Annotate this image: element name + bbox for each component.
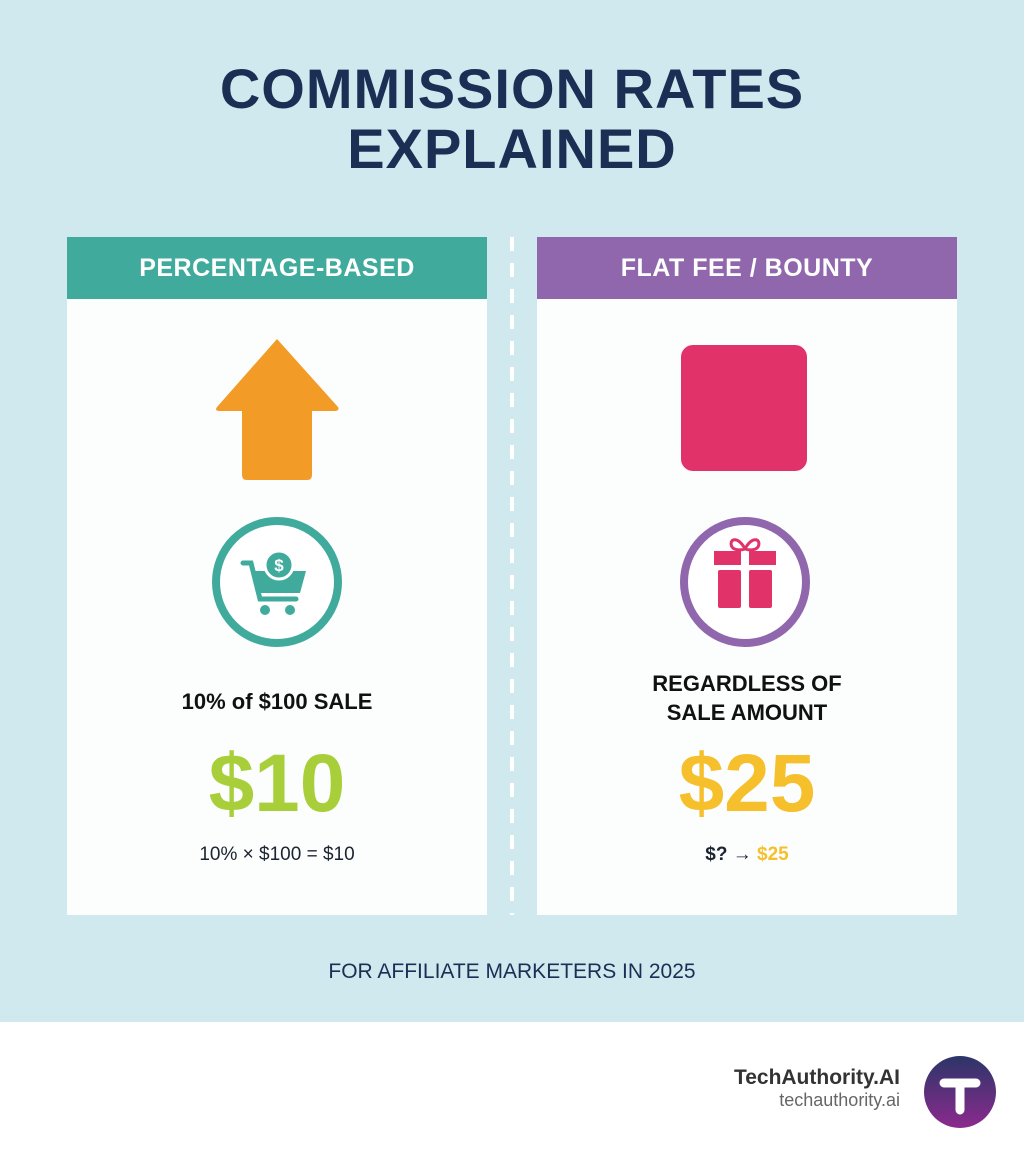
flat-fee-header: FLAT FEE / BOUNTY — [537, 237, 957, 299]
logo-t-icon — [939, 1078, 981, 1115]
percentage-amount: $10 — [208, 738, 346, 829]
dashed-divider — [510, 237, 514, 915]
brand-block: TechAuthority.AI techauthority.ai — [734, 1066, 900, 1111]
percentage-panel: PERCENTAGE-BASED $ 10% of $100 SALE $10 … — [67, 237, 487, 915]
gift-icon — [680, 517, 810, 647]
shopping-cart-dollar-icon: $ — [212, 517, 342, 647]
arrow-up-icon — [216, 339, 339, 480]
brand-name: TechAuthority.AI — [733, 1066, 900, 1089]
subtitle: FOR AFFILIATE MARKETERS IN 2025 — [328, 960, 696, 983]
percentage-header: PERCENTAGE-BASED — [67, 237, 487, 299]
percentage-formula: 10% × $100 = $10 — [199, 844, 355, 865]
title-line-1: COMMISSION RATES — [219, 57, 805, 120]
flat-fee-panel: FLAT FEE / BOUNTY REGARDLESS OF SALE AMO… — [537, 237, 957, 915]
brand-logo — [924, 1056, 996, 1128]
square-icon — [681, 345, 807, 471]
svg-text:$: $ — [274, 556, 284, 575]
percentage-description: 10% of $100 SALE — [181, 689, 373, 714]
title-line-2: EXPLAINED — [347, 117, 677, 180]
flat-fee-amount: $25 — [678, 738, 816, 829]
flat-fee-formula: $? → $25 — [537, 844, 957, 866]
formula-prefix: $? → — [705, 844, 752, 865]
brand-url: techauthority.ai — [779, 1090, 900, 1110]
flat-fee-description-line-1: REGARDLESS OF — [652, 671, 842, 696]
formula-value: $25 — [757, 844, 789, 865]
flat-fee-description-line-2: SALE AMOUNT — [666, 700, 828, 725]
